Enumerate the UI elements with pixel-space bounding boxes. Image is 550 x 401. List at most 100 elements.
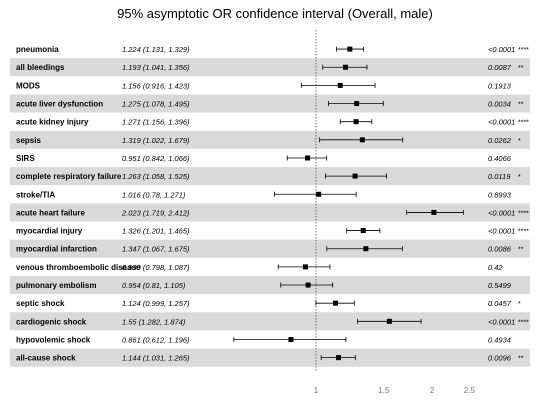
significance-stars: **** xyxy=(518,229,529,236)
row-label: SIRS xyxy=(16,154,35,163)
point-estimate xyxy=(337,82,343,88)
or-value: 1.55 (1.282, 1.874) xyxy=(122,317,186,326)
row-label: myocardial infarction xyxy=(16,245,97,254)
or-value: 1.271 (1.156, 1.396) xyxy=(122,118,190,127)
p-value: 0.5499 xyxy=(488,281,512,290)
point-estimate xyxy=(316,191,322,197)
row-band xyxy=(10,40,530,59)
p-value: <0.0001 xyxy=(488,208,515,217)
or-value: 0.861 (0.612, 1.196) xyxy=(122,335,190,344)
point-estimate xyxy=(431,209,437,215)
or-value: 1.144 (1.031, 1.265) xyxy=(122,354,190,363)
point-estimate xyxy=(305,155,311,161)
point-estimate xyxy=(302,264,308,270)
p-value: 0.8993 xyxy=(488,190,512,199)
x-tick-label: 1 xyxy=(314,386,319,395)
or-value: 1.319 (1.022, 1.679) xyxy=(122,136,190,145)
p-value: 0.0457 xyxy=(488,299,512,308)
row-band xyxy=(10,239,530,258)
point-estimate xyxy=(305,282,311,288)
p-value: 0.1913 xyxy=(488,81,512,90)
or-value: 0.951 (0.842, 1.066) xyxy=(122,154,190,163)
row-band xyxy=(10,130,530,149)
p-value: 0.0096 xyxy=(488,354,512,363)
p-value: 0.0086 xyxy=(488,245,512,254)
row-band xyxy=(10,112,530,131)
p-value: <0.0001 xyxy=(488,45,515,54)
or-value: 0.939 (0.798, 1.087) xyxy=(122,263,190,272)
p-value: 0.0119 xyxy=(488,172,511,181)
row-band xyxy=(10,167,530,186)
x-tick-label: 1.5 xyxy=(378,386,390,395)
x-tick-label: 2 xyxy=(430,386,435,395)
point-estimate xyxy=(343,64,349,70)
significance-stars: * xyxy=(518,138,521,145)
point-estimate xyxy=(288,336,294,342)
row-band xyxy=(10,221,530,240)
row-label: hypovolemic shock xyxy=(16,335,91,344)
row-label: complete respiratory failure xyxy=(16,172,122,181)
significance-stars: ** xyxy=(518,65,524,72)
significance-stars: ** xyxy=(518,102,524,109)
significance-stars: **** xyxy=(518,210,529,217)
or-value: 2.023 (1.719, 2.412) xyxy=(121,208,190,217)
significance-stars: **** xyxy=(518,120,529,127)
significance-stars: **** xyxy=(518,319,529,326)
row-band xyxy=(10,294,530,313)
row-label: acute kidney injury xyxy=(16,118,89,127)
or-value: 1.193 (1.041, 1.356) xyxy=(122,63,190,72)
p-value: 0.0262 xyxy=(488,136,512,145)
row-band xyxy=(10,94,530,113)
or-value: 1.016 (0.78, 1.271) xyxy=(122,190,186,199)
point-estimate xyxy=(352,173,358,179)
significance-stars: ** xyxy=(518,356,524,363)
p-value: <0.0001 xyxy=(488,317,515,326)
row-label: venous thromboembolic disease xyxy=(16,263,141,272)
row-band xyxy=(10,148,530,168)
significance-stars: * xyxy=(518,174,521,181)
or-value: 0.954 (0.81, 1.105) xyxy=(122,281,186,290)
chart-title: 95% asymptotic OR confidence interval (O… xyxy=(117,6,433,21)
significance-stars: **** xyxy=(518,47,529,54)
row-band xyxy=(10,76,530,95)
or-value: 1.156 (0.916, 1.423) xyxy=(122,81,190,90)
point-estimate xyxy=(360,228,366,234)
point-estimate xyxy=(363,246,369,252)
point-estimate xyxy=(336,355,342,361)
row-band xyxy=(10,348,530,367)
or-value: 1.275 (1.078, 1.495) xyxy=(122,100,190,109)
row-band xyxy=(10,257,530,276)
row-band xyxy=(10,275,530,295)
row-label: cardiogenic shock xyxy=(16,317,87,326)
row-label: pneumonia xyxy=(16,45,59,54)
row-label: all-cause shock xyxy=(16,354,76,363)
or-value: 1.347 (1.067, 1.675) xyxy=(122,245,190,254)
row-band xyxy=(10,312,530,331)
x-tick-label: 2.5 xyxy=(464,386,476,395)
row-label: MODS xyxy=(16,81,41,90)
p-value: <0.0001 xyxy=(488,118,515,127)
row-label: acute liver dysfunction xyxy=(16,100,103,109)
row-band xyxy=(10,58,530,77)
point-estimate xyxy=(354,101,360,107)
row-label: myocardial injury xyxy=(16,227,83,236)
point-estimate xyxy=(333,300,339,306)
row-band xyxy=(10,203,530,222)
point-estimate xyxy=(359,137,365,143)
p-value: 0.0087 xyxy=(488,63,512,72)
or-value: 1.124 (0.999, 1.257) xyxy=(122,299,190,308)
row-label: all bleedings xyxy=(16,63,65,72)
p-value: 0.42 xyxy=(488,263,503,272)
row-label: sepsis xyxy=(16,136,41,145)
row-label: septic shock xyxy=(16,299,65,308)
row-label: stroke/TIA xyxy=(16,190,55,199)
row-label: acute heart failure xyxy=(16,208,85,217)
p-value: <0.0001 xyxy=(488,227,515,236)
significance-stars: ** xyxy=(518,247,524,254)
or-value: 1.224 (1.131, 1.329) xyxy=(122,45,190,54)
row-label: pulmonary embolism xyxy=(16,281,96,290)
or-value: 1.263 (1.058, 1.525) xyxy=(122,172,190,181)
row-band xyxy=(10,185,530,204)
p-value: 0.4066 xyxy=(488,154,512,163)
